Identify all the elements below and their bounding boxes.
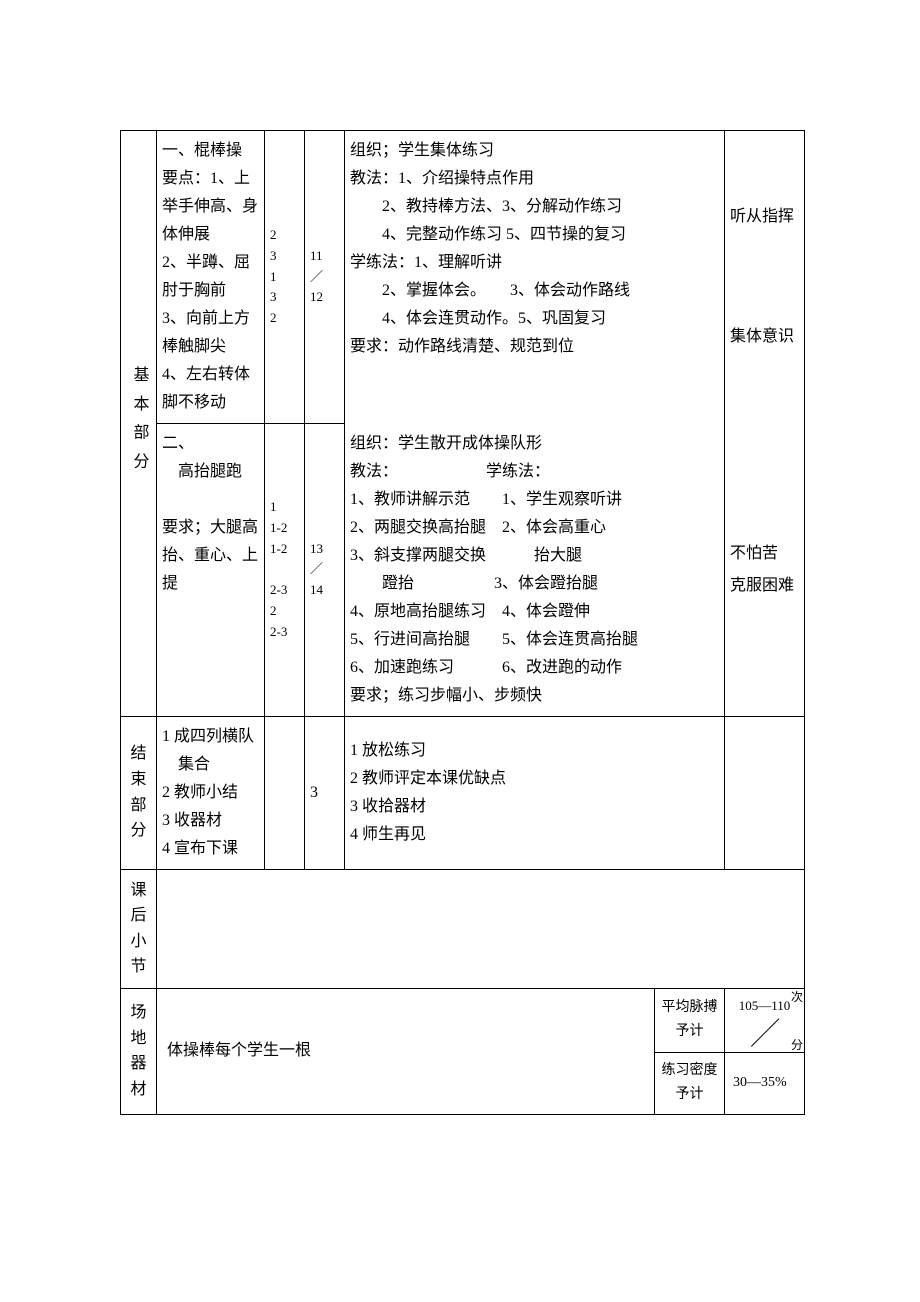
- basic-section-row2: 二、 高抬腿跑 要求；大腿高抬、重心、上提 1 1-2 1-2 2-3 2 2-…: [121, 424, 805, 717]
- basic-section-row1: 基本部分 一、棍棒操 要点：1、上举手伸高、身体伸展 2、半蹲、屈肘于胸前 3、…: [121, 131, 805, 424]
- end-times: [265, 716, 305, 869]
- pulse-bot: 分: [791, 1035, 803, 1056]
- basic1-duration: 11 ／ 12: [305, 131, 345, 424]
- density-label: 练习密度予计: [655, 1052, 725, 1114]
- basic1-notes: 听从指挥 集体意识: [725, 131, 805, 424]
- basic2-content: 二、 高抬腿跑 要求；大腿高抬、重心、上提: [157, 424, 265, 717]
- basic2-duration: 13 ／ 14: [305, 424, 345, 717]
- end-duration: 3: [305, 716, 345, 869]
- afterclass-label: 课后小节: [121, 869, 157, 988]
- basic1-times: 2 3 1 3 2: [265, 131, 305, 424]
- pulse-label: 平均脉搏予计: [655, 988, 725, 1052]
- diag-icon: [751, 1018, 779, 1046]
- pulse-top: 次: [791, 987, 803, 1008]
- equipment-content: 体操棒每个学生一根: [157, 988, 655, 1114]
- afterclass-row: 课后小节: [121, 869, 805, 988]
- end-notes: [725, 716, 805, 869]
- afterclass-content: [157, 869, 805, 988]
- end-method: 1 放松练习 2 教师评定本课优缺点 3 收拾器材 4 师生再见: [345, 716, 725, 869]
- basic-label: 基本部分: [121, 131, 157, 717]
- basic2-times: 1 1-2 1-2 2-3 2 2-3: [265, 424, 305, 717]
- end-label: 结束部分: [121, 716, 157, 869]
- end-section-row: 结束部分 1 成四列横队 集合 2 教师小结 3 收器材 4 宣布下课 3 1 …: [121, 716, 805, 869]
- pulse-value: 105—110 次 分: [725, 988, 805, 1052]
- equipment-row1: 场地器材 体操棒每个学生一根 平均脉搏予计 105—110 次 分: [121, 988, 805, 1052]
- pulse-main: 105—110: [739, 998, 791, 1013]
- basic1-method: 组织；学生集体练习 教法：1、介绍操特点作用 2、教持棒方法、3、分解动作练习 …: [345, 131, 725, 424]
- basic1-content: 一、棍棒操 要点：1、上举手伸高、身体伸展 2、半蹲、屈肘于胸前 3、向前上方棒…: [157, 131, 265, 424]
- basic2-notes: 不怕苦 克服困难: [725, 424, 805, 717]
- end-content: 1 成四列横队 集合 2 教师小结 3 收器材 4 宣布下课: [157, 716, 265, 869]
- basic2-method: 组织：学生散开成体操队形 教法： 学练法： 1、教师讲解示范 1、学生观察听讲 …: [345, 424, 725, 717]
- lesson-plan-table: 基本部分 一、棍棒操 要点：1、上举手伸高、身体伸展 2、半蹲、屈肘于胸前 3、…: [120, 130, 805, 1115]
- equipment-label: 场地器材: [121, 988, 157, 1114]
- density-value: 30—35%: [725, 1052, 805, 1114]
